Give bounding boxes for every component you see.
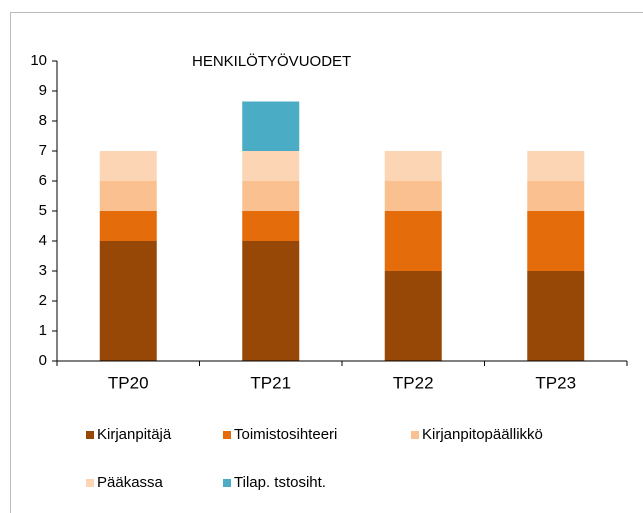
- bar-segment: [242, 181, 300, 211]
- y-tick-label: 2: [39, 292, 47, 309]
- bar-segment: [384, 271, 442, 361]
- legend-swatch: [86, 479, 94, 487]
- legend-swatch: [411, 431, 419, 439]
- y-tick-label: 8: [39, 112, 47, 129]
- y-tick-label: 6: [39, 172, 47, 189]
- bar-segment: [99, 181, 157, 211]
- y-tick-label: 3: [39, 262, 47, 279]
- legend-swatch: [223, 431, 231, 439]
- legend-label: Kirjanpitäjä: [97, 426, 172, 443]
- legend-label: Tilap. tstosiht.: [234, 474, 326, 491]
- bar-segment: [527, 211, 585, 271]
- y-tick-label: 7: [39, 142, 47, 159]
- chart-frame: [10, 12, 643, 513]
- legend-swatch: [86, 431, 94, 439]
- bar-segment: [99, 211, 157, 241]
- bar-segment: [384, 181, 442, 211]
- x-tick-label: TP22: [393, 373, 434, 392]
- bar-segment: [527, 151, 585, 181]
- legend-label: Pääkassa: [97, 474, 164, 491]
- bar-segment: [242, 151, 300, 181]
- bar-segment: [527, 181, 585, 211]
- bar-segment: [242, 241, 300, 361]
- y-tick-label: 1: [39, 322, 47, 339]
- legend-label: Toimistosihteeri: [234, 426, 337, 443]
- y-tick-label: 0: [39, 352, 47, 369]
- bar-segment: [99, 151, 157, 181]
- x-tick-label: TP21: [250, 373, 291, 392]
- bar-segment: [242, 101, 300, 151]
- bar-segment: [384, 211, 442, 271]
- bar-segment: [384, 151, 442, 181]
- bar-segment: [99, 241, 157, 361]
- legend-swatch: [223, 479, 231, 487]
- y-tick-label: 10: [30, 52, 47, 69]
- chart-title: HENKILÖTYÖVUODET: [192, 52, 351, 70]
- y-tick-label: 9: [39, 82, 47, 99]
- y-tick-label: 4: [39, 232, 47, 249]
- x-tick-label: TP23: [535, 373, 576, 392]
- bar-segment: [527, 271, 585, 361]
- y-tick-label: 5: [39, 202, 47, 219]
- bar-segment: [242, 211, 300, 241]
- x-tick-label: TP20: [108, 373, 149, 392]
- legend-label: Kirjanpitopäällikkö: [422, 426, 543, 443]
